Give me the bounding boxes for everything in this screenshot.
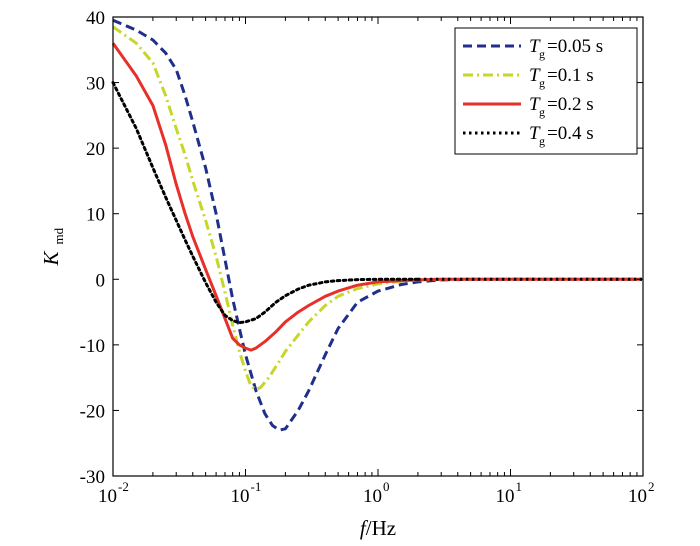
legend-label-sub-2: g [539, 105, 545, 119]
y-tick-label-7: -30 [80, 467, 105, 488]
legend-label-sub-3: g [539, 134, 545, 148]
series-line-0 [112, 18, 471, 432]
legend-label-sub-0: g [539, 47, 545, 61]
legend-label-T-0: T [529, 36, 541, 57]
plot-area [111, 18, 642, 432]
x-tick-exp-4: 2 [648, 479, 655, 494]
legend-box [454, 27, 638, 155]
y-axis-label-sub: md [51, 227, 66, 244]
y-axis-label: Kmd [39, 227, 66, 266]
y-axis-label-main: K [39, 251, 63, 267]
x-tick-label-1: 10 -1 [231, 479, 262, 507]
y-tick-label-6: -20 [80, 401, 105, 422]
x-tick-base-0: 10 [98, 486, 117, 507]
series-line-2 [111, 42, 442, 352]
y-tick-label-2: 20 [86, 139, 105, 160]
y-tick-label-0: 40 [86, 8, 105, 29]
legend-label-rest-0: =0.05 s [547, 36, 603, 57]
x-tick-base-2: 10 [363, 486, 382, 507]
y-tick-label-3: 10 [86, 205, 105, 226]
legend-label-T-3: T [529, 123, 541, 144]
series-line-1 [112, 25, 442, 391]
x-tick-label-4: 10 2 [628, 479, 655, 507]
y-tick-label-1: 30 [86, 74, 105, 95]
x-axis-label: f/Hz [360, 516, 396, 540]
x-tick-exp-0: -2 [118, 479, 129, 494]
legend-label-T-1: T [529, 65, 541, 86]
x-tick-label-0: 10 -2 [98, 479, 129, 507]
y-tick-label-5: -10 [80, 336, 105, 357]
x-tick-exp-2: 0 [383, 479, 390, 494]
legend-label-sub-1: g [539, 76, 545, 90]
legend-label-rest-3: =0.4 s [547, 123, 594, 144]
legend-label-rest-1: =0.1 s [547, 65, 594, 86]
x-tick-label-2: 10 0 [363, 479, 390, 507]
legend-label-T-2: T [529, 94, 541, 115]
x-tick-base-1: 10 [231, 486, 250, 507]
x-tick-label-3: 10 1 [496, 479, 523, 507]
y-tick-label-4: 0 [96, 270, 106, 291]
x-tick-exp-1: -1 [251, 479, 262, 494]
series-line-3 [111, 81, 420, 325]
legend-label-rest-2: =0.2 s [547, 94, 594, 115]
x-tick-base-3: 10 [496, 486, 515, 507]
x-tick-exp-3: 1 [516, 479, 523, 494]
x-tick-base-4: 10 [628, 486, 647, 507]
